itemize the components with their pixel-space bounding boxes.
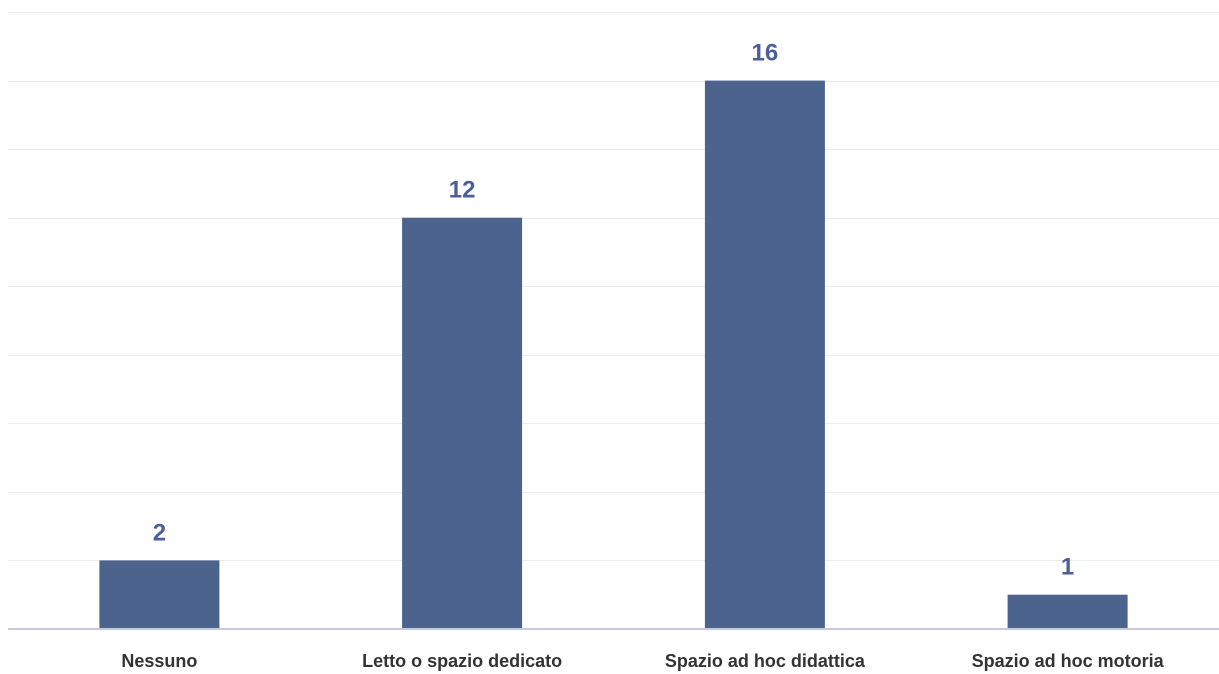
category-label-3: Spazio ad hoc didattica [665, 651, 866, 671]
bar-4 [1007, 594, 1128, 629]
category-labels: Nessuno Letto o spazio dedicato Spazio ad … [121, 651, 1164, 671]
data-labels: 2 12 16 1 [153, 40, 1075, 581]
bars [99, 80, 1128, 630]
bar-3 [704, 80, 825, 630]
data-label-3: 16 [752, 40, 779, 67]
bar-2 [402, 217, 523, 629]
category-label-4: Spazio ad hoc motoria [972, 651, 1165, 671]
data-label-1: 2 [153, 519, 166, 546]
gridlines [8, 12, 1219, 561]
category-label-2: Letto o spazio dedicato [362, 651, 562, 671]
data-label-4: 1 [1061, 554, 1074, 581]
data-label-2: 12 [449, 177, 476, 204]
category-label-1: Nessuno [121, 651, 197, 671]
bar-1 [99, 560, 220, 629]
